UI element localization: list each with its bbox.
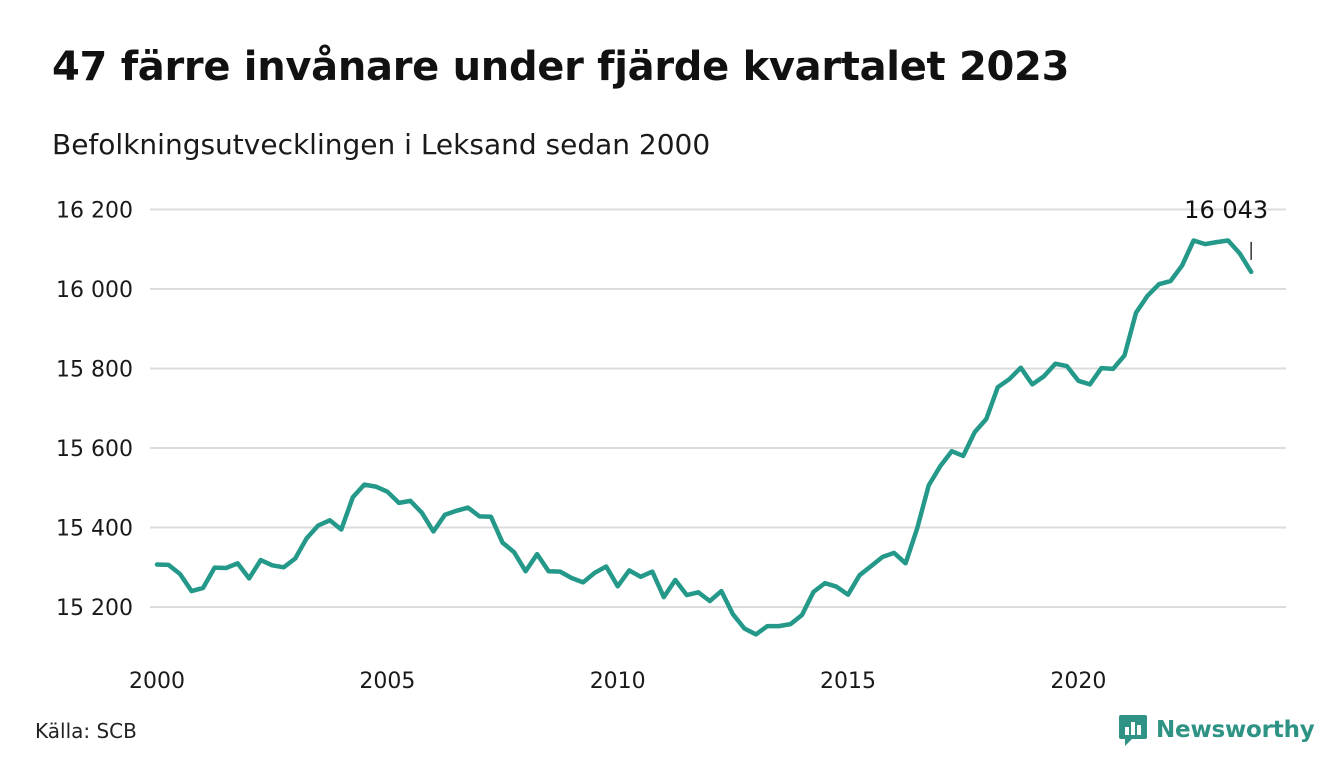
annotation-label: 16 043 xyxy=(1184,196,1268,224)
y-tick-label: 16 200 xyxy=(56,199,133,224)
newsworthy-logo-icon xyxy=(1119,715,1147,746)
brand-name: Newsworthy xyxy=(1156,717,1315,743)
chart-subtitle: Befolkningsutvecklingen i Leksand sedan … xyxy=(52,128,711,161)
y-tick-label: 15 600 xyxy=(56,437,133,462)
line-chart: 15 200 15 400 15 600 15 800 16 000 16 200 200… xyxy=(56,196,1286,694)
y-tick-label: 15 800 xyxy=(56,358,133,383)
x-tick-label: 2000 xyxy=(129,669,185,694)
x-tick-label: 2020 xyxy=(1050,669,1106,694)
brand-logo: Newsworthy xyxy=(1118,713,1315,747)
annotation-group: 16 043 xyxy=(1184,196,1268,260)
series-group xyxy=(154,238,1254,637)
y-tick-label: 15 400 xyxy=(56,517,133,542)
x-tick-label: 2015 xyxy=(820,669,876,694)
series-line-0 xyxy=(154,238,1254,637)
chart-title: 47 färre invånare under fjärde kvartalet… xyxy=(52,44,1070,90)
y-tick-label: 16 000 xyxy=(56,278,133,303)
x-axis-ticks: 2000 2005 2010 2015 2020 xyxy=(129,669,1106,694)
grid-lines xyxy=(150,208,1286,608)
y-axis-ticks: 15 200 15 400 15 600 15 800 16 000 16 200 xyxy=(56,199,133,622)
x-tick-label: 2005 xyxy=(359,669,415,694)
x-tick-label: 2010 xyxy=(590,669,646,694)
source-note: Källa: SCB xyxy=(35,719,137,743)
y-tick-label: 15 200 xyxy=(56,596,133,621)
